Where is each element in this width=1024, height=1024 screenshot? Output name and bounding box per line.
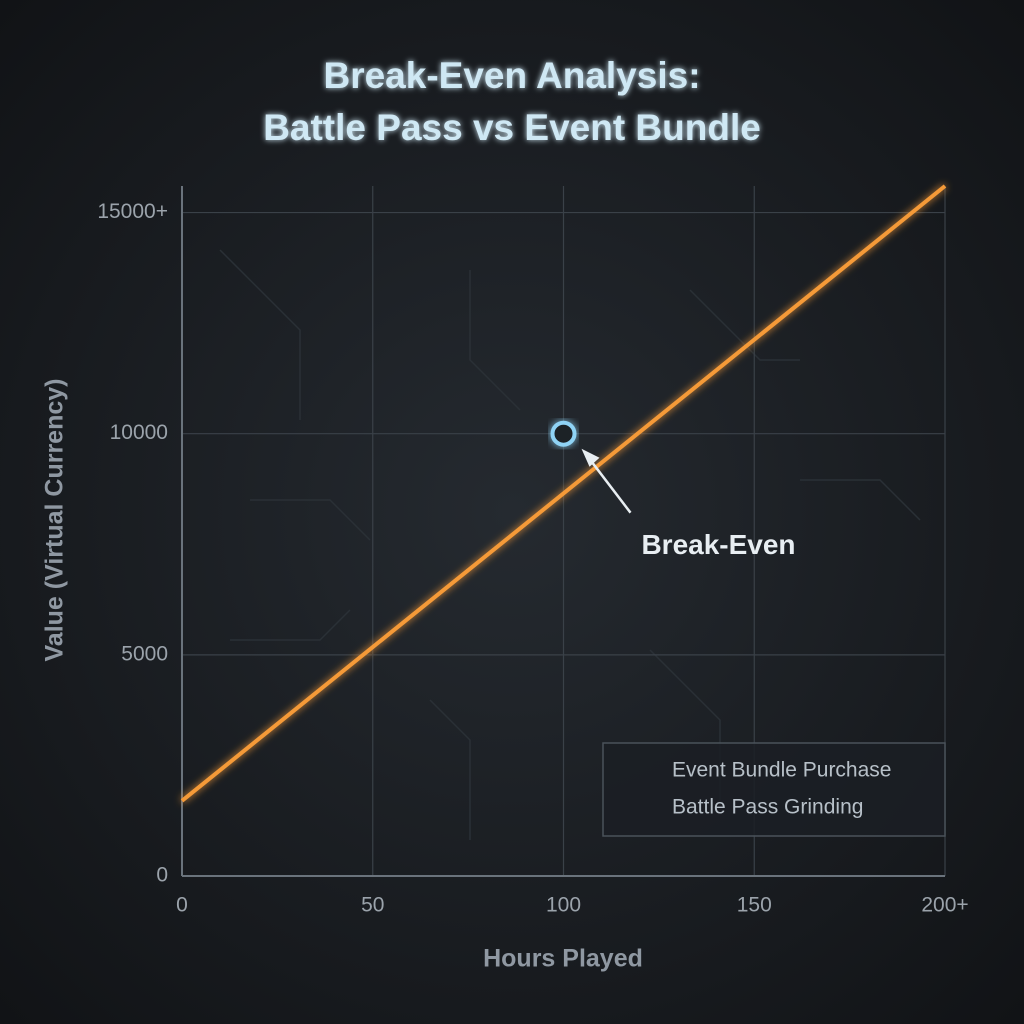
y-tick-label: 10000: [110, 421, 168, 444]
annotation-arrowhead: [581, 448, 600, 467]
x-tick-label: 150: [737, 894, 772, 917]
x-tick-label: 50: [361, 894, 384, 917]
chart-title: Break-Even Analysis:: [323, 55, 700, 96]
legend-box: [602, 742, 946, 837]
annotation-marker: [550, 420, 577, 447]
y-tick-label: 0: [156, 864, 168, 887]
legend-label: Event Bundle Purchase: [672, 759, 891, 782]
circuit-decoration: [219, 249, 921, 840]
x-tick-label: 0: [176, 894, 188, 917]
y-axis-label: Value (Virtual Currency): [41, 379, 69, 662]
chart-title: Battle Pass vs Event Bundle: [263, 107, 761, 148]
legend: Event Bundle Purchase Battle Pass Grindin…: [602, 742, 946, 837]
legend-label: Battle Pass Grinding: [672, 796, 863, 819]
x-tick-label: 100: [546, 894, 581, 917]
y-tick-label: 5000: [121, 642, 168, 665]
annotation-label: Break-Even: [641, 529, 795, 560]
series-line: [180, 184, 947, 803]
x-tick-label: 200+: [921, 894, 968, 917]
y-tick-label: 15000+: [97, 200, 168, 223]
x-axis-label: Hours Played: [483, 945, 643, 973]
